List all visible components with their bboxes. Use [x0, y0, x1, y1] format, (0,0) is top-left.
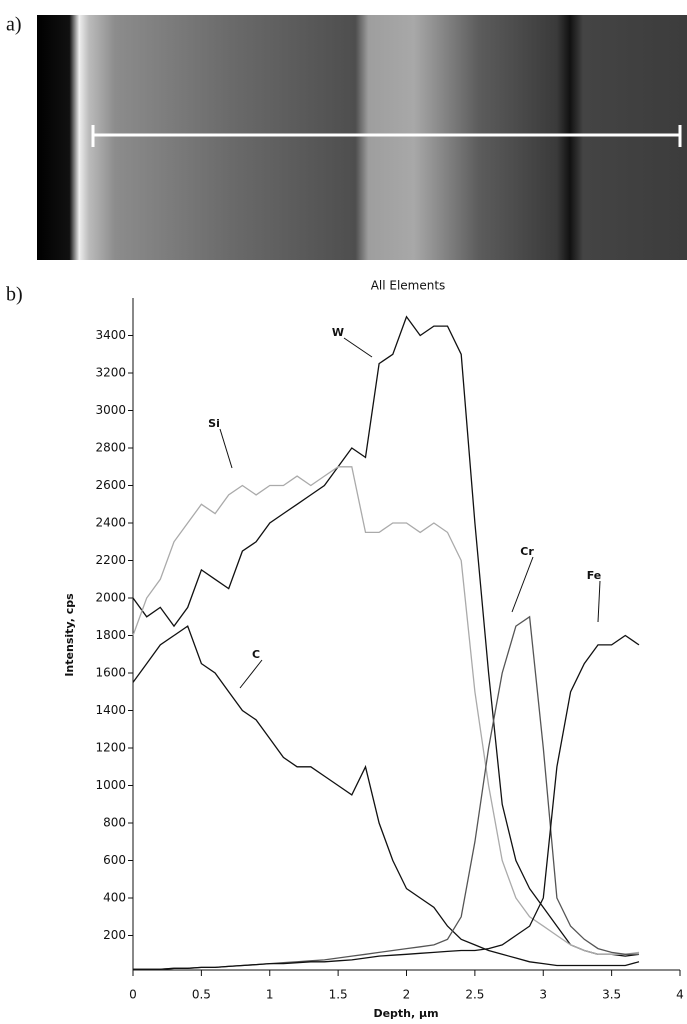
scale-bar: [91, 125, 682, 147]
series-label: Cr: [520, 545, 534, 558]
x-tick-label: 0: [129, 988, 137, 1002]
x-tick-label: 2: [403, 988, 411, 1002]
y-tick-label: 800: [103, 816, 126, 830]
y-tick-label: 3000: [95, 403, 126, 417]
y-tick-label: 2400: [95, 516, 126, 530]
series-line: [133, 615, 639, 970]
series-line: [132, 625, 640, 967]
series-label: Fe: [587, 569, 602, 582]
x-tick-label: 3.5: [602, 988, 621, 1002]
y-tick-label: 1600: [95, 666, 126, 680]
panel-label: a): [6, 14, 22, 36]
series-label: W: [332, 326, 344, 339]
panel-label: b): [6, 284, 23, 306]
x-tick-label: 4: [676, 988, 684, 1002]
series-line: [132, 466, 640, 955]
leader-line: [239, 659, 263, 689]
y-tick-label: 3400: [95, 328, 126, 342]
sem-image: [37, 15, 687, 260]
leader-line: [219, 428, 233, 469]
x-tick-label: 2.5: [465, 988, 484, 1002]
y-tick-label: 2800: [95, 441, 126, 455]
x-tick-label: 0.5: [192, 988, 211, 1002]
y-tick-label: 2600: [95, 478, 126, 492]
series-line: [132, 315, 640, 957]
chart-title: All Elements: [371, 279, 446, 293]
leader-line: [597, 580, 601, 623]
series-line: [133, 634, 640, 970]
x-tick-label: 1: [266, 988, 274, 1002]
leader-line: [511, 556, 534, 613]
y-axis-label: Intensity, cps: [63, 593, 76, 677]
y-tick-label: 1200: [95, 741, 126, 755]
x-tick-label: 3: [539, 988, 547, 1002]
y-tick-label: 600: [103, 853, 126, 867]
y-tick-label: 1400: [95, 703, 126, 717]
y-tick-label: 2200: [95, 553, 126, 567]
y-tick-label: 1800: [95, 628, 126, 642]
series-label: C: [252, 648, 260, 661]
leader-line: [343, 337, 373, 358]
series-label: Si: [208, 417, 220, 430]
y-tick-label: 200: [103, 928, 126, 942]
y-tick-label: 2000: [95, 591, 126, 605]
y-tick-label: 1000: [95, 778, 126, 792]
x-tick-label: 1.5: [329, 988, 348, 1002]
y-tick-label: 3200: [95, 366, 126, 380]
y-tick-label: 400: [103, 891, 126, 905]
x-axis-label: Depth, µm: [373, 1007, 438, 1020]
